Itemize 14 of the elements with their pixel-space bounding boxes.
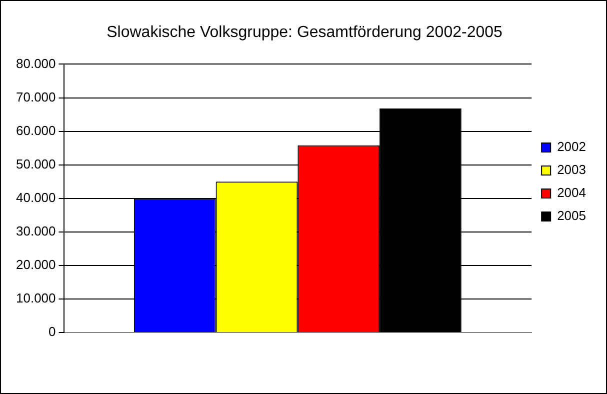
y-tick-label: 70.000 xyxy=(16,89,56,104)
y-tick-label: 10.000 xyxy=(16,290,56,306)
y-tick-label: 50.000 xyxy=(16,156,56,172)
chart-title: Slowakische Volksgruppe: Gesamtförderung 2002-2005 xyxy=(106,24,502,42)
y-tick-label: 30.000 xyxy=(16,224,56,239)
legend-label: 2005 xyxy=(557,208,586,224)
legend-label: 2004 xyxy=(557,185,586,200)
legend-label: 2002 xyxy=(557,139,586,154)
y-tick-label: 20.000 xyxy=(16,257,56,272)
y-tick-label: 80.000 xyxy=(16,56,56,71)
y-tick-label: 40.000 xyxy=(16,190,56,205)
y-tick-label: 60.000 xyxy=(16,122,56,138)
legend-label: 2003 xyxy=(557,162,586,178)
y-tick-label: 0 xyxy=(48,324,56,340)
